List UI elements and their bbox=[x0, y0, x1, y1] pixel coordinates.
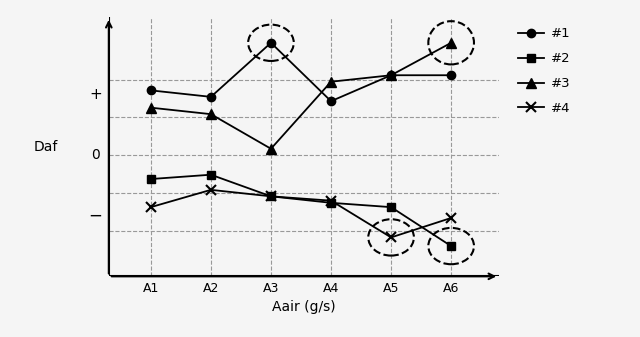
Line: #2: #2 bbox=[147, 171, 455, 250]
#2 bbox=[327, 201, 335, 205]
Text: Daf: Daf bbox=[33, 140, 58, 154]
#3 bbox=[267, 147, 275, 151]
#3 bbox=[147, 106, 155, 110]
Text: −: − bbox=[89, 207, 102, 225]
Text: Aair (g/s): Aair (g/s) bbox=[272, 300, 336, 314]
#4 bbox=[267, 194, 275, 198]
Line: #4: #4 bbox=[146, 185, 456, 242]
#3 bbox=[327, 80, 335, 84]
#1 bbox=[267, 41, 275, 45]
#2 bbox=[147, 177, 155, 181]
#4 bbox=[327, 198, 335, 203]
#1 bbox=[447, 73, 455, 77]
#4 bbox=[447, 216, 455, 220]
#1 bbox=[387, 73, 395, 77]
#4 bbox=[147, 205, 155, 209]
#3 bbox=[387, 73, 395, 77]
#4 bbox=[387, 236, 395, 240]
#1 bbox=[147, 88, 155, 92]
#2 bbox=[267, 194, 275, 198]
Text: +: + bbox=[89, 87, 102, 102]
Line: #3: #3 bbox=[146, 38, 456, 154]
#2 bbox=[207, 173, 215, 177]
#1 bbox=[327, 99, 335, 103]
#4 bbox=[207, 188, 215, 192]
Line: #1: #1 bbox=[147, 39, 455, 105]
#1 bbox=[207, 95, 215, 99]
#2 bbox=[387, 205, 395, 209]
#3 bbox=[447, 41, 455, 45]
Text: 0: 0 bbox=[92, 148, 100, 162]
#2 bbox=[447, 244, 455, 248]
Legend: #1, #2, #3, #4: #1, #2, #3, #4 bbox=[514, 24, 574, 119]
#3 bbox=[207, 112, 215, 116]
